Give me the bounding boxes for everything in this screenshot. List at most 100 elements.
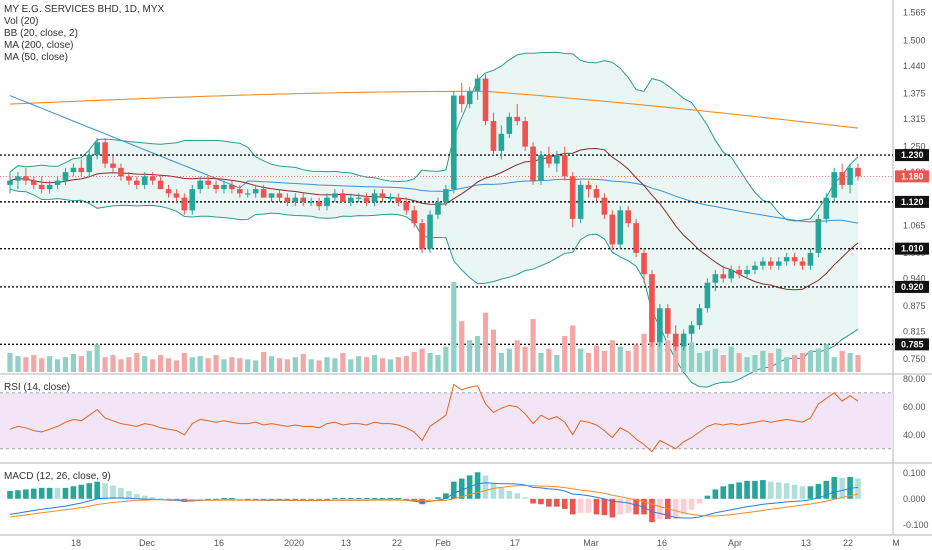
macd-histogram-bar <box>775 482 782 499</box>
candle-body <box>768 261 774 266</box>
volume-bar <box>474 336 481 372</box>
price-tag-0.920: 0.920 <box>895 280 929 293</box>
macd-histogram-bar <box>197 498 204 500</box>
candle-body <box>791 257 798 262</box>
candle-body <box>110 163 116 168</box>
candle <box>252 184 259 198</box>
candle <box>403 197 410 215</box>
volume-bar <box>570 325 576 372</box>
volume-bar <box>744 357 750 372</box>
macd-histogram-bar <box>395 498 402 500</box>
candle <box>268 193 275 202</box>
time-tick-label: 13 <box>341 538 351 548</box>
macd-histogram-bar <box>807 486 814 499</box>
candle <box>276 189 283 202</box>
macd-histogram-bar <box>617 498 624 515</box>
time-tick-label: Feb <box>435 538 451 548</box>
macd-histogram-bar <box>799 486 806 499</box>
price-tag-box <box>895 242 929 255</box>
candle-body <box>126 176 132 181</box>
price-tick-label: 0.875 <box>903 301 926 311</box>
macd-histogram-bar <box>38 487 45 499</box>
candle <box>490 112 497 156</box>
price-tick-label: 1.500 <box>903 35 926 45</box>
candle <box>102 138 108 168</box>
volume-bar <box>585 352 592 372</box>
candle-body <box>490 121 497 151</box>
volume-bar <box>364 357 370 372</box>
rsi-tick-label: 40.00 <box>903 430 926 440</box>
volume-bar <box>728 346 734 372</box>
volume-bar <box>688 342 695 372</box>
candle-body <box>244 193 251 195</box>
candle-body <box>308 201 314 204</box>
macd-histogram-bar <box>284 498 291 500</box>
candle <box>728 265 734 283</box>
candle <box>308 197 314 207</box>
candle <box>411 206 417 228</box>
macd-histogram-bar <box>371 498 378 500</box>
time-tick-label: M <box>892 538 900 548</box>
candle <box>625 206 631 228</box>
volume-bar <box>538 352 544 372</box>
macd-histogram-bar <box>435 497 441 499</box>
candle <box>332 189 338 202</box>
volume-bar <box>451 282 457 372</box>
volume-bar <box>276 358 283 372</box>
candle <box>823 193 830 224</box>
price-tag-label: 1.120 <box>901 197 924 207</box>
candle-body <box>229 184 235 190</box>
candle <box>641 248 647 283</box>
volume-bar <box>221 359 227 372</box>
candle-body <box>561 155 568 177</box>
volume-bar <box>657 331 663 372</box>
volume-bar <box>165 358 172 372</box>
macd-histogram-bar <box>229 498 235 500</box>
macd-histogram-bar <box>316 498 322 500</box>
macd-histogram-bar <box>141 495 148 499</box>
macd-tick-label: 0.000 <box>903 494 926 504</box>
macd-histogram-bar <box>752 480 758 499</box>
candle <box>30 176 37 190</box>
candle <box>173 189 180 202</box>
volume-bar <box>411 351 417 372</box>
candle <box>593 184 600 202</box>
candle <box>514 104 521 126</box>
macd-histogram-bar <box>680 498 687 515</box>
macd-histogram-bar <box>847 476 853 499</box>
candle <box>149 172 156 185</box>
volume-bar <box>562 336 568 372</box>
price-tick-label: 1.250 <box>903 142 926 152</box>
candle-body <box>688 325 695 334</box>
volume-bar <box>419 348 425 372</box>
candle-body <box>324 197 330 207</box>
volume-bar <box>633 344 639 372</box>
macd-histogram-bar <box>252 498 259 500</box>
macd-histogram-bar <box>94 481 100 499</box>
macd-histogram-bar <box>308 498 314 500</box>
volume-bar <box>268 356 275 372</box>
macd-histogram-bar <box>292 498 299 500</box>
rsi-line <box>9 383 859 453</box>
candle <box>292 193 299 207</box>
legend-vol: Vol (20) <box>4 16 39 27</box>
candle <box>284 193 291 207</box>
candle <box>23 167 29 185</box>
candle <box>419 218 425 253</box>
volume-bar <box>514 340 520 372</box>
macd-histogram-bar <box>355 498 362 500</box>
candle <box>70 163 77 177</box>
macd-histogram-bar <box>530 498 536 504</box>
candle <box>720 265 727 283</box>
macd-histogram-bar <box>831 476 838 499</box>
candle-body <box>617 210 624 245</box>
candle-body <box>102 142 108 164</box>
candle <box>78 159 85 177</box>
legend-bb: BB (20, close, 2) <box>4 28 78 39</box>
candle-body <box>268 193 275 198</box>
volume-bar <box>855 355 861 372</box>
macd-histogram-bar <box>324 498 330 500</box>
candle <box>664 303 671 338</box>
candle <box>577 180 584 224</box>
macd-histogram-bar <box>260 498 267 500</box>
